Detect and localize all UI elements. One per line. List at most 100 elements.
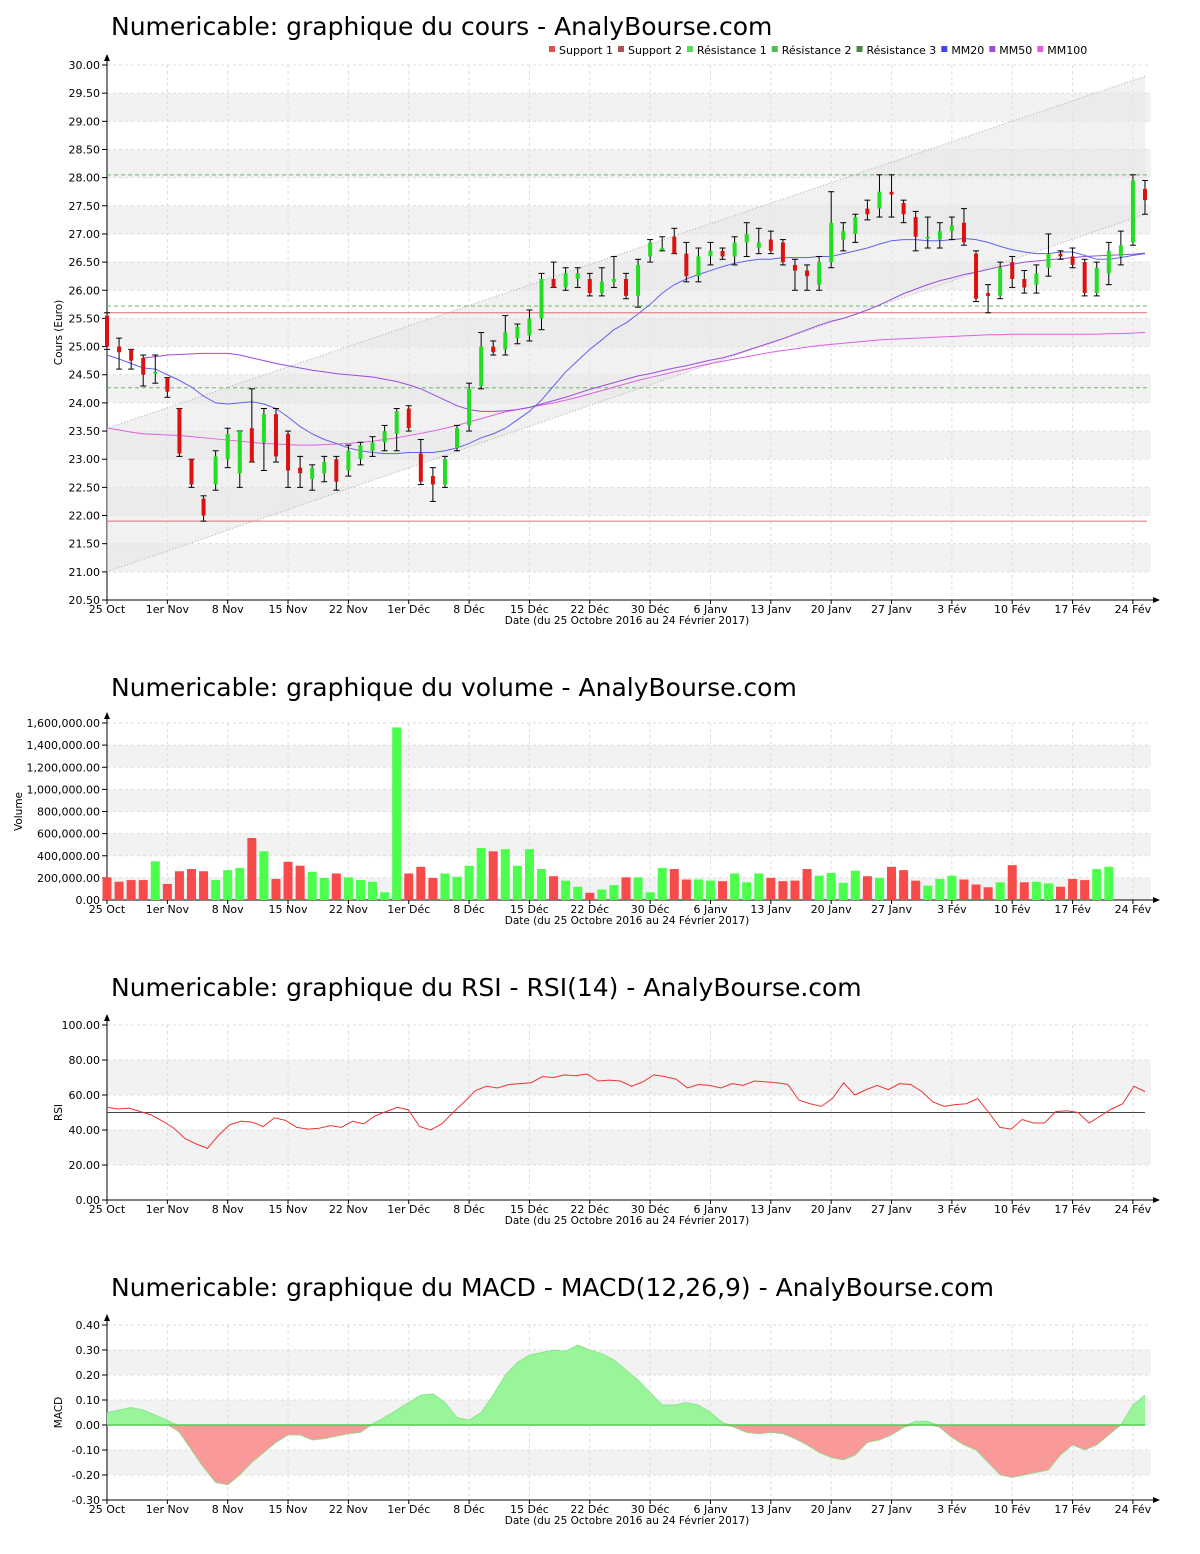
volume-bar [331,873,341,900]
volume-xtick-label: 8 Déc [453,903,485,916]
volume-chart: 1,600,000.00 1,400,000.00 1,200,000.00 1,00… [13,673,1160,927]
candle [441,455,448,488]
volume-ytick-label: 1,200,000.00 [27,761,100,774]
price-ytick-label: 27.00 [69,228,101,241]
volume-bar [887,866,897,900]
candle [647,239,654,263]
candle [345,444,352,477]
rsi-xtick-label: 3 Fév [937,1203,967,1216]
candle-body [792,264,797,271]
volume-bar [669,869,679,900]
volume-bar [500,849,510,900]
volume-bar [826,872,836,900]
volume-bar [693,879,703,900]
mm50-line [143,252,1146,412]
volume-bar [343,877,353,900]
candle-body [286,433,291,471]
volume-bar [102,877,112,900]
volume-xtick-label: 17 Fév [1054,903,1091,916]
candle-body [1022,279,1027,288]
candle-body [563,273,568,288]
candle [188,458,195,488]
volume-band [107,745,1151,768]
price-ytick-label: 28.50 [69,143,101,156]
volume-bar [307,871,317,900]
volume-xtick-label: 10 Fév [994,903,1031,916]
volume-bar [718,881,728,900]
candle-body [442,459,447,485]
candle-body [672,236,677,254]
volume-bar [392,727,402,900]
volume-bar [488,851,498,900]
volume-bar [404,873,414,900]
candle-body [841,231,846,240]
volume-bar [138,880,148,900]
volume-bar [549,876,559,900]
macd-xtick-label: 1er Nov [146,1503,190,1516]
volume-bar [585,892,595,900]
candle [1057,250,1064,260]
candle-body [503,332,508,350]
candle-body [756,242,761,249]
trend-channel-fill [107,76,1145,572]
volume-bar [416,866,426,900]
candle [755,227,762,255]
macd-xtick-label: 22 Nov [329,1503,368,1516]
legend-swatch [856,46,863,52]
volume-bar [778,881,788,900]
macd-ytick-label: -0.30 [72,1494,100,1507]
candle [671,227,678,255]
candle [212,450,219,491]
legend-swatch [686,46,693,52]
price-title: Numericable: graphique du cours - AnalyB… [111,12,772,41]
volume-bar [597,889,607,900]
candle-body [430,476,435,485]
volume-bar [645,892,655,900]
candle [164,377,171,398]
candle-body [1082,262,1087,294]
price-y-arrow [104,54,110,61]
candle [248,388,255,463]
price-xtick-label: 6 Janv [694,603,728,616]
candle [490,340,497,356]
volume-bar [235,867,245,900]
candle-body [467,388,472,426]
macd-ytick-label: -0.20 [72,1469,100,1482]
macd-y-axis-label: MACD [53,1397,65,1428]
candle-body [322,462,327,474]
volume-band [107,789,1151,812]
price-ytick-label: 24.50 [69,369,101,382]
price-y-axis-label: Cours (Euro) [53,300,65,366]
volume-bar [271,878,281,900]
candle [1117,230,1124,266]
candle [381,424,388,452]
candle-body [273,414,278,457]
candle-body [696,256,701,277]
volume-bar [537,869,547,900]
price-ytick-label: 26.50 [69,256,101,269]
candle [719,247,726,260]
rsi-xtick-label: 24 Fév [1115,1203,1152,1216]
rsi-xtick-label: 1er Nov [146,1203,190,1216]
price-xtick-label: 17 Fév [1054,603,1091,616]
candle-body [720,250,725,257]
candle [454,424,461,452]
volume-bar [935,878,945,900]
volume-bar [247,838,257,900]
volume-xtick-label: 15 Nov [269,903,308,916]
volume-x-arrow [1153,897,1160,903]
candle-body [189,459,194,485]
volume-xtick-label: 1er Déc [387,903,430,916]
candle-body [768,239,773,251]
price-ytick-label: 22.00 [69,510,101,523]
macd-xtick-label: 3 Fév [937,1503,967,1516]
volume-xtick-label: 6 Janv [694,903,728,916]
rsi-xtick-label: 1er Déc [387,1203,430,1216]
candle-body [382,431,387,443]
price-xtick-label: 10 Fév [994,603,1031,616]
volume-ytick-label: 400,000.00 [37,850,100,863]
candle-body [527,318,532,336]
rsi-xtick-label: 13 Janv [750,1203,791,1216]
